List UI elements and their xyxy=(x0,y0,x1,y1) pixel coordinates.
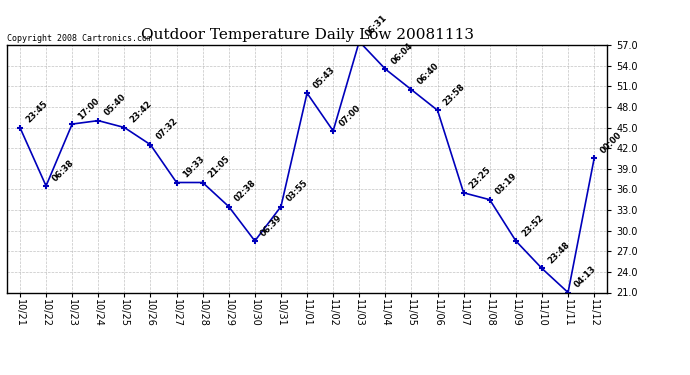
Text: 19:33: 19:33 xyxy=(181,154,206,180)
Text: 06:31: 06:31 xyxy=(364,13,388,39)
Text: 07:32: 07:32 xyxy=(155,117,179,142)
Text: 23:58: 23:58 xyxy=(442,82,467,108)
Text: 23:25: 23:25 xyxy=(468,165,493,190)
Text: Copyright 2008 Cartronics.com: Copyright 2008 Cartronics.com xyxy=(7,33,152,42)
Text: 21:05: 21:05 xyxy=(207,154,232,180)
Text: 03:19: 03:19 xyxy=(494,172,519,197)
Text: 06:04: 06:04 xyxy=(390,41,415,66)
Text: 23:42: 23:42 xyxy=(128,99,154,125)
Text: 07:00: 07:00 xyxy=(337,103,362,128)
Text: 06:39: 06:39 xyxy=(259,213,284,238)
Text: 23:48: 23:48 xyxy=(546,240,571,266)
Text: 23:45: 23:45 xyxy=(24,99,50,125)
Text: 02:38: 02:38 xyxy=(233,178,258,204)
Text: 06:38: 06:38 xyxy=(50,158,75,183)
Text: 03:55: 03:55 xyxy=(285,178,310,204)
Text: 00:00: 00:00 xyxy=(598,130,623,156)
Title: Outdoor Temperature Daily Low 20081113: Outdoor Temperature Daily Low 20081113 xyxy=(141,28,473,42)
Text: 23:52: 23:52 xyxy=(520,213,545,238)
Text: 04:13: 04:13 xyxy=(572,264,598,290)
Text: 17:00: 17:00 xyxy=(77,96,101,121)
Text: 06:40: 06:40 xyxy=(415,62,441,87)
Text: 05:40: 05:40 xyxy=(102,93,128,118)
Text: 05:43: 05:43 xyxy=(311,65,337,90)
